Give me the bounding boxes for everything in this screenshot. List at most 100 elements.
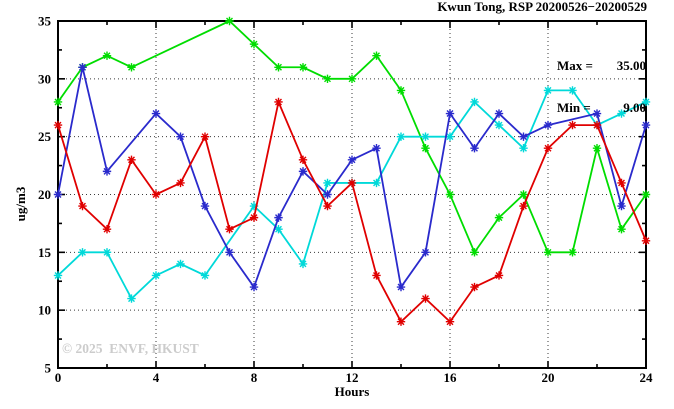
series-cyan-marker bbox=[53, 271, 63, 280]
series-cyan-marker bbox=[470, 97, 479, 107]
series-blue-marker bbox=[53, 190, 63, 199]
series-green-marker bbox=[470, 248, 479, 257]
series-green-marker bbox=[102, 51, 112, 60]
series-green-marker bbox=[494, 213, 504, 222]
series-blue-marker bbox=[347, 155, 357, 164]
series-green-marker bbox=[225, 16, 234, 26]
series-blue-marker bbox=[494, 109, 504, 118]
x-tick-label: 24 bbox=[640, 370, 654, 385]
series-red-marker bbox=[494, 271, 504, 280]
series-cyan-marker bbox=[200, 271, 210, 280]
series-red-marker bbox=[470, 282, 479, 292]
series-red-marker bbox=[53, 120, 63, 130]
xaxis-title: Hours bbox=[334, 384, 370, 399]
series-red-marker bbox=[519, 201, 528, 211]
series-red-marker bbox=[592, 120, 602, 130]
series-blue-marker bbox=[372, 144, 381, 153]
series-blue-marker bbox=[249, 282, 259, 292]
series-green-marker bbox=[347, 74, 357, 84]
series-blue-marker bbox=[445, 109, 455, 118]
series-red-marker bbox=[225, 225, 234, 234]
series-blue-marker bbox=[421, 248, 430, 257]
series-cyan-marker bbox=[274, 225, 283, 234]
y-tick-label: 5 bbox=[45, 361, 52, 376]
series-red-marker bbox=[274, 97, 283, 107]
series-red-marker bbox=[641, 236, 651, 245]
series-blue-marker bbox=[543, 120, 553, 130]
y-tick-label: 15 bbox=[38, 245, 52, 260]
series-blue-marker bbox=[617, 201, 626, 211]
x-tick-label: 12 bbox=[346, 370, 359, 385]
y-tick-label: 35 bbox=[38, 14, 52, 29]
series-green-line bbox=[57, 19, 647, 255]
series-red-marker bbox=[151, 190, 161, 199]
series-cyan-marker bbox=[519, 144, 528, 153]
series-blue-marker bbox=[323, 190, 332, 199]
series-cyan-marker bbox=[102, 248, 112, 257]
series-cyan-marker bbox=[396, 132, 406, 141]
series-red-marker bbox=[372, 271, 381, 280]
series-blue-marker bbox=[151, 109, 161, 118]
series-green-marker bbox=[641, 190, 651, 199]
series-green-marker bbox=[519, 190, 528, 199]
watermark: © 2025 ENVF, HKUST bbox=[62, 341, 199, 356]
series-cyan-marker bbox=[176, 259, 185, 269]
series-blue-marker bbox=[225, 248, 234, 257]
series-red-marker bbox=[200, 132, 210, 141]
series-blue-marker bbox=[176, 132, 185, 141]
series-green-marker bbox=[396, 86, 406, 95]
series-blue-marker bbox=[102, 167, 112, 176]
series-green-marker bbox=[568, 248, 577, 257]
series-blue-marker bbox=[298, 167, 308, 176]
stats-min-value: 9.00 bbox=[623, 100, 646, 115]
stats-max-row: Max = 35.00 bbox=[557, 59, 646, 73]
series-green-marker bbox=[274, 63, 283, 72]
series-green-marker bbox=[372, 51, 381, 60]
series-cyan-marker bbox=[421, 132, 430, 141]
x-tick-label: 4 bbox=[153, 370, 160, 385]
series-blue-marker bbox=[641, 120, 651, 130]
series-cyan-marker bbox=[617, 109, 626, 118]
series-green-marker bbox=[298, 63, 308, 72]
series-red-marker bbox=[617, 178, 626, 188]
series-red-marker bbox=[396, 317, 406, 326]
x-tick-label: 8 bbox=[251, 370, 258, 385]
series-cyan-marker bbox=[494, 120, 504, 130]
series-green-marker bbox=[421, 144, 430, 153]
series-red-marker bbox=[543, 144, 553, 153]
series-green-marker bbox=[617, 225, 626, 234]
x-tick-label: 20 bbox=[542, 370, 555, 385]
series-green-marker bbox=[543, 248, 553, 257]
series-red-marker bbox=[249, 213, 259, 222]
series-blue-marker bbox=[470, 144, 479, 153]
series-cyan-marker bbox=[543, 86, 553, 95]
series-green-marker bbox=[127, 63, 136, 72]
series-green-marker bbox=[323, 74, 332, 84]
series-red-marker bbox=[176, 178, 185, 188]
series-cyan-marker bbox=[78, 248, 87, 257]
stats-min-label: Min = bbox=[557, 100, 591, 115]
stats-max-label: Max = bbox=[557, 58, 593, 73]
series-cyan-marker bbox=[641, 97, 651, 107]
series-blue-marker bbox=[200, 201, 210, 211]
series-red-marker bbox=[78, 201, 87, 211]
stats-max-value: 35.00 bbox=[616, 58, 646, 73]
series-red-marker bbox=[102, 225, 112, 234]
stats-legend: Max = 35.00 Min = 9.00 bbox=[557, 31, 646, 143]
series-red-marker bbox=[421, 294, 430, 303]
series-green-marker bbox=[53, 97, 63, 107]
y-tick-label: 25 bbox=[38, 129, 52, 144]
series-blue-marker bbox=[519, 132, 528, 141]
series-green-marker bbox=[592, 144, 602, 153]
series-red-marker bbox=[347, 178, 357, 188]
series-red-marker bbox=[323, 201, 332, 211]
series-red-marker bbox=[298, 155, 308, 164]
series-cyan-marker bbox=[151, 271, 161, 280]
series-blue-marker bbox=[274, 213, 283, 222]
series-cyan-marker bbox=[323, 178, 332, 188]
x-tick-label: 16 bbox=[444, 370, 458, 385]
series-green-marker bbox=[249, 39, 259, 49]
y-tick-label: 10 bbox=[38, 303, 51, 318]
series-cyan-marker bbox=[127, 294, 136, 303]
